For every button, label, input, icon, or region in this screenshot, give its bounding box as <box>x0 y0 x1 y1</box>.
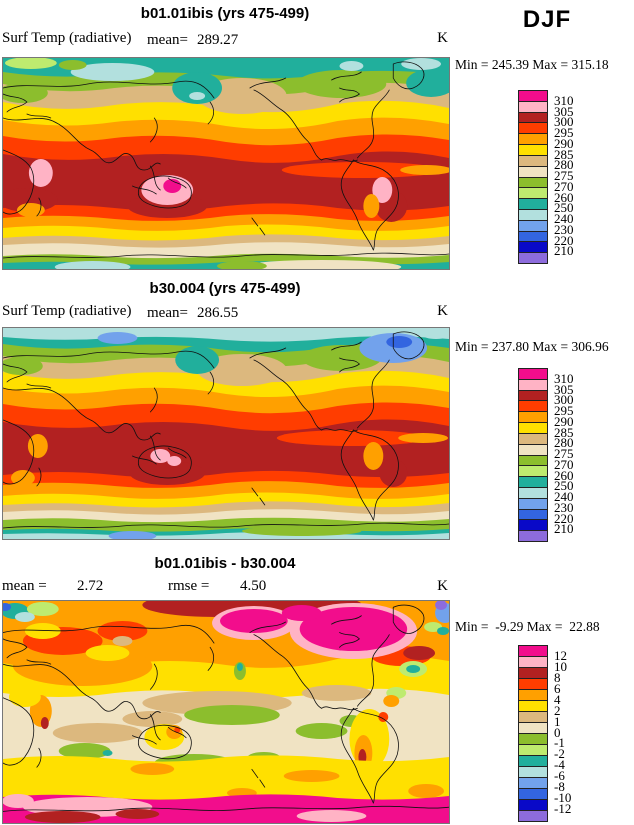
panel1-minmax: Min = 245.39 Max = 315.18 <box>455 57 609 72</box>
map-case <box>3 58 449 269</box>
panel3-mean-value: 2.72 <box>77 578 104 594</box>
panel3-colorbar: 12 10 8 6 4 2 1 0 -1 -2 -4 -6 -8 -10 -12 <box>518 645 628 822</box>
panel2-map <box>2 327 450 540</box>
panel3-rmse-label: rmse = <box>168 578 210 594</box>
map-control <box>3 328 449 539</box>
panel1-colorbar: 310 305 300 295 290 285 280 275 270 260 250 240 230 2… <box>518 90 628 264</box>
panel2-minmax: Min = 237.80 Max = 306.96 <box>455 339 609 354</box>
panel2-colorbar: 310 305 300 295 290 285 280 275 270 260 250 240 230 2… <box>518 368 628 542</box>
panel3-minmax: Min = -9.29 Max = 22.88 <box>455 619 600 634</box>
panel3-rmse-value: 4.50 <box>240 578 267 594</box>
panel3-colorbar-swatches <box>518 645 548 822</box>
panel3-title: b01.01ibis - b30.004 <box>154 555 296 572</box>
season-label: DJF <box>522 6 572 33</box>
map-diff <box>3 601 449 823</box>
map-diff-fill-layers <box>3 601 449 823</box>
panel2-mean: mean= 286.55 <box>147 305 238 322</box>
panel2-colorbar-swatches <box>518 368 548 542</box>
panel1-title: b01.01ibis (yrs 475-499) <box>140 5 310 22</box>
panel1-unit: K <box>437 30 448 46</box>
panel2-title: b30.004 (yrs 475-499) <box>149 280 301 297</box>
panel1-mean-label: mean= <box>147 32 188 48</box>
panel2-variable-label: Surf Temp (radiative) <box>2 303 132 319</box>
panel1-colorbar-swatches <box>518 90 548 264</box>
panel2-mean-label: mean= <box>147 305 188 321</box>
map-case-fill-layers <box>3 58 449 269</box>
panel1-map <box>2 57 450 270</box>
panel1-variable-label: Surf Temp (radiative) <box>2 30 132 46</box>
panel3-mean-label: mean = <box>2 578 47 594</box>
panel3-map <box>2 600 450 824</box>
panel3-unit: K <box>437 578 448 594</box>
panel2-unit: K <box>437 303 448 319</box>
map-control-fill-layers <box>3 328 449 539</box>
panel1-mean: mean= 289.27 <box>147 32 238 49</box>
panel2-mean-value: 286.55 <box>196 305 239 321</box>
panel1-mean-value: 289.27 <box>196 32 239 48</box>
